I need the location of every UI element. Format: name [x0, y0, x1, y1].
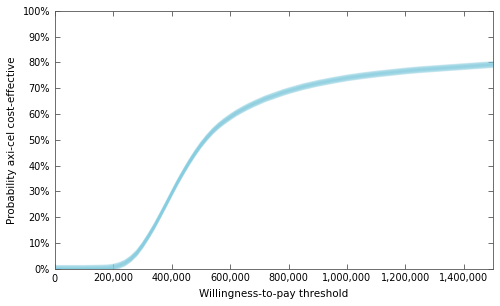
X-axis label: Willingness-to-pay threshold: Willingness-to-pay threshold	[200, 289, 348, 299]
Y-axis label: Probability axi-cel cost-effective: Probability axi-cel cost-effective	[7, 56, 17, 224]
